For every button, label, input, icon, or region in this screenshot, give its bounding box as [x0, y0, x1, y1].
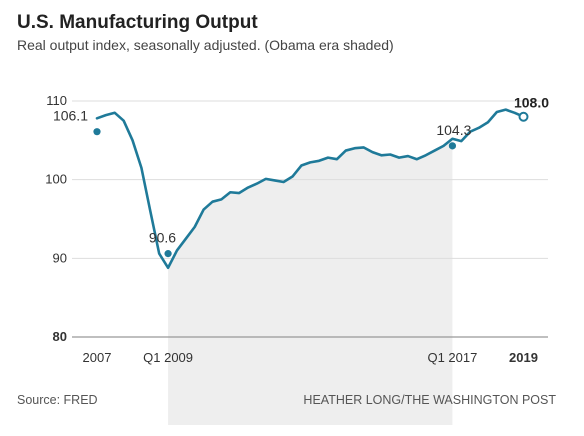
x-tick-label: Q1 2009 — [143, 350, 193, 365]
annotation-marker — [518, 111, 529, 122]
shade-layer — [168, 138, 453, 425]
x-tick-label: 2007 — [83, 350, 112, 365]
credit-text: HEATHER LONG/THE WASHINGTON POST — [303, 393, 556, 407]
annotation-marker — [448, 142, 457, 150]
annotation-label: 106.1 — [53, 108, 88, 124]
annotation-marker — [164, 250, 172, 258]
shaded-era-area — [168, 138, 453, 425]
y-tick-label: 100 — [45, 172, 67, 187]
marker-layer — [93, 111, 529, 258]
y-tick-label: 80 — [53, 329, 67, 344]
chart-title: U.S. Manufacturing Output — [17, 12, 258, 33]
source-text: Source: FRED — [17, 393, 98, 407]
y-tick-label: 90 — [53, 250, 67, 265]
label-layer: 110 100 90 80 2007 Q1 2009 Q1 2017 2019 106.1 90.… — [45, 93, 549, 365]
output-series-line — [95, 108, 525, 270]
line-layer — [95, 108, 525, 270]
annotation-label: 104.3 — [436, 122, 471, 138]
annotation-marker — [93, 128, 101, 136]
chart-subtitle: Real output index, seasonally adjusted. … — [17, 37, 394, 53]
x-tick-label: Q1 2017 — [427, 350, 477, 365]
y-tick-label: 110 — [46, 93, 67, 108]
annotation-label: 90.6 — [149, 230, 176, 246]
x-tick-label: 2019 — [509, 350, 538, 365]
annotation-label: 108.0 — [514, 95, 549, 111]
grid-layer — [72, 100, 548, 338]
